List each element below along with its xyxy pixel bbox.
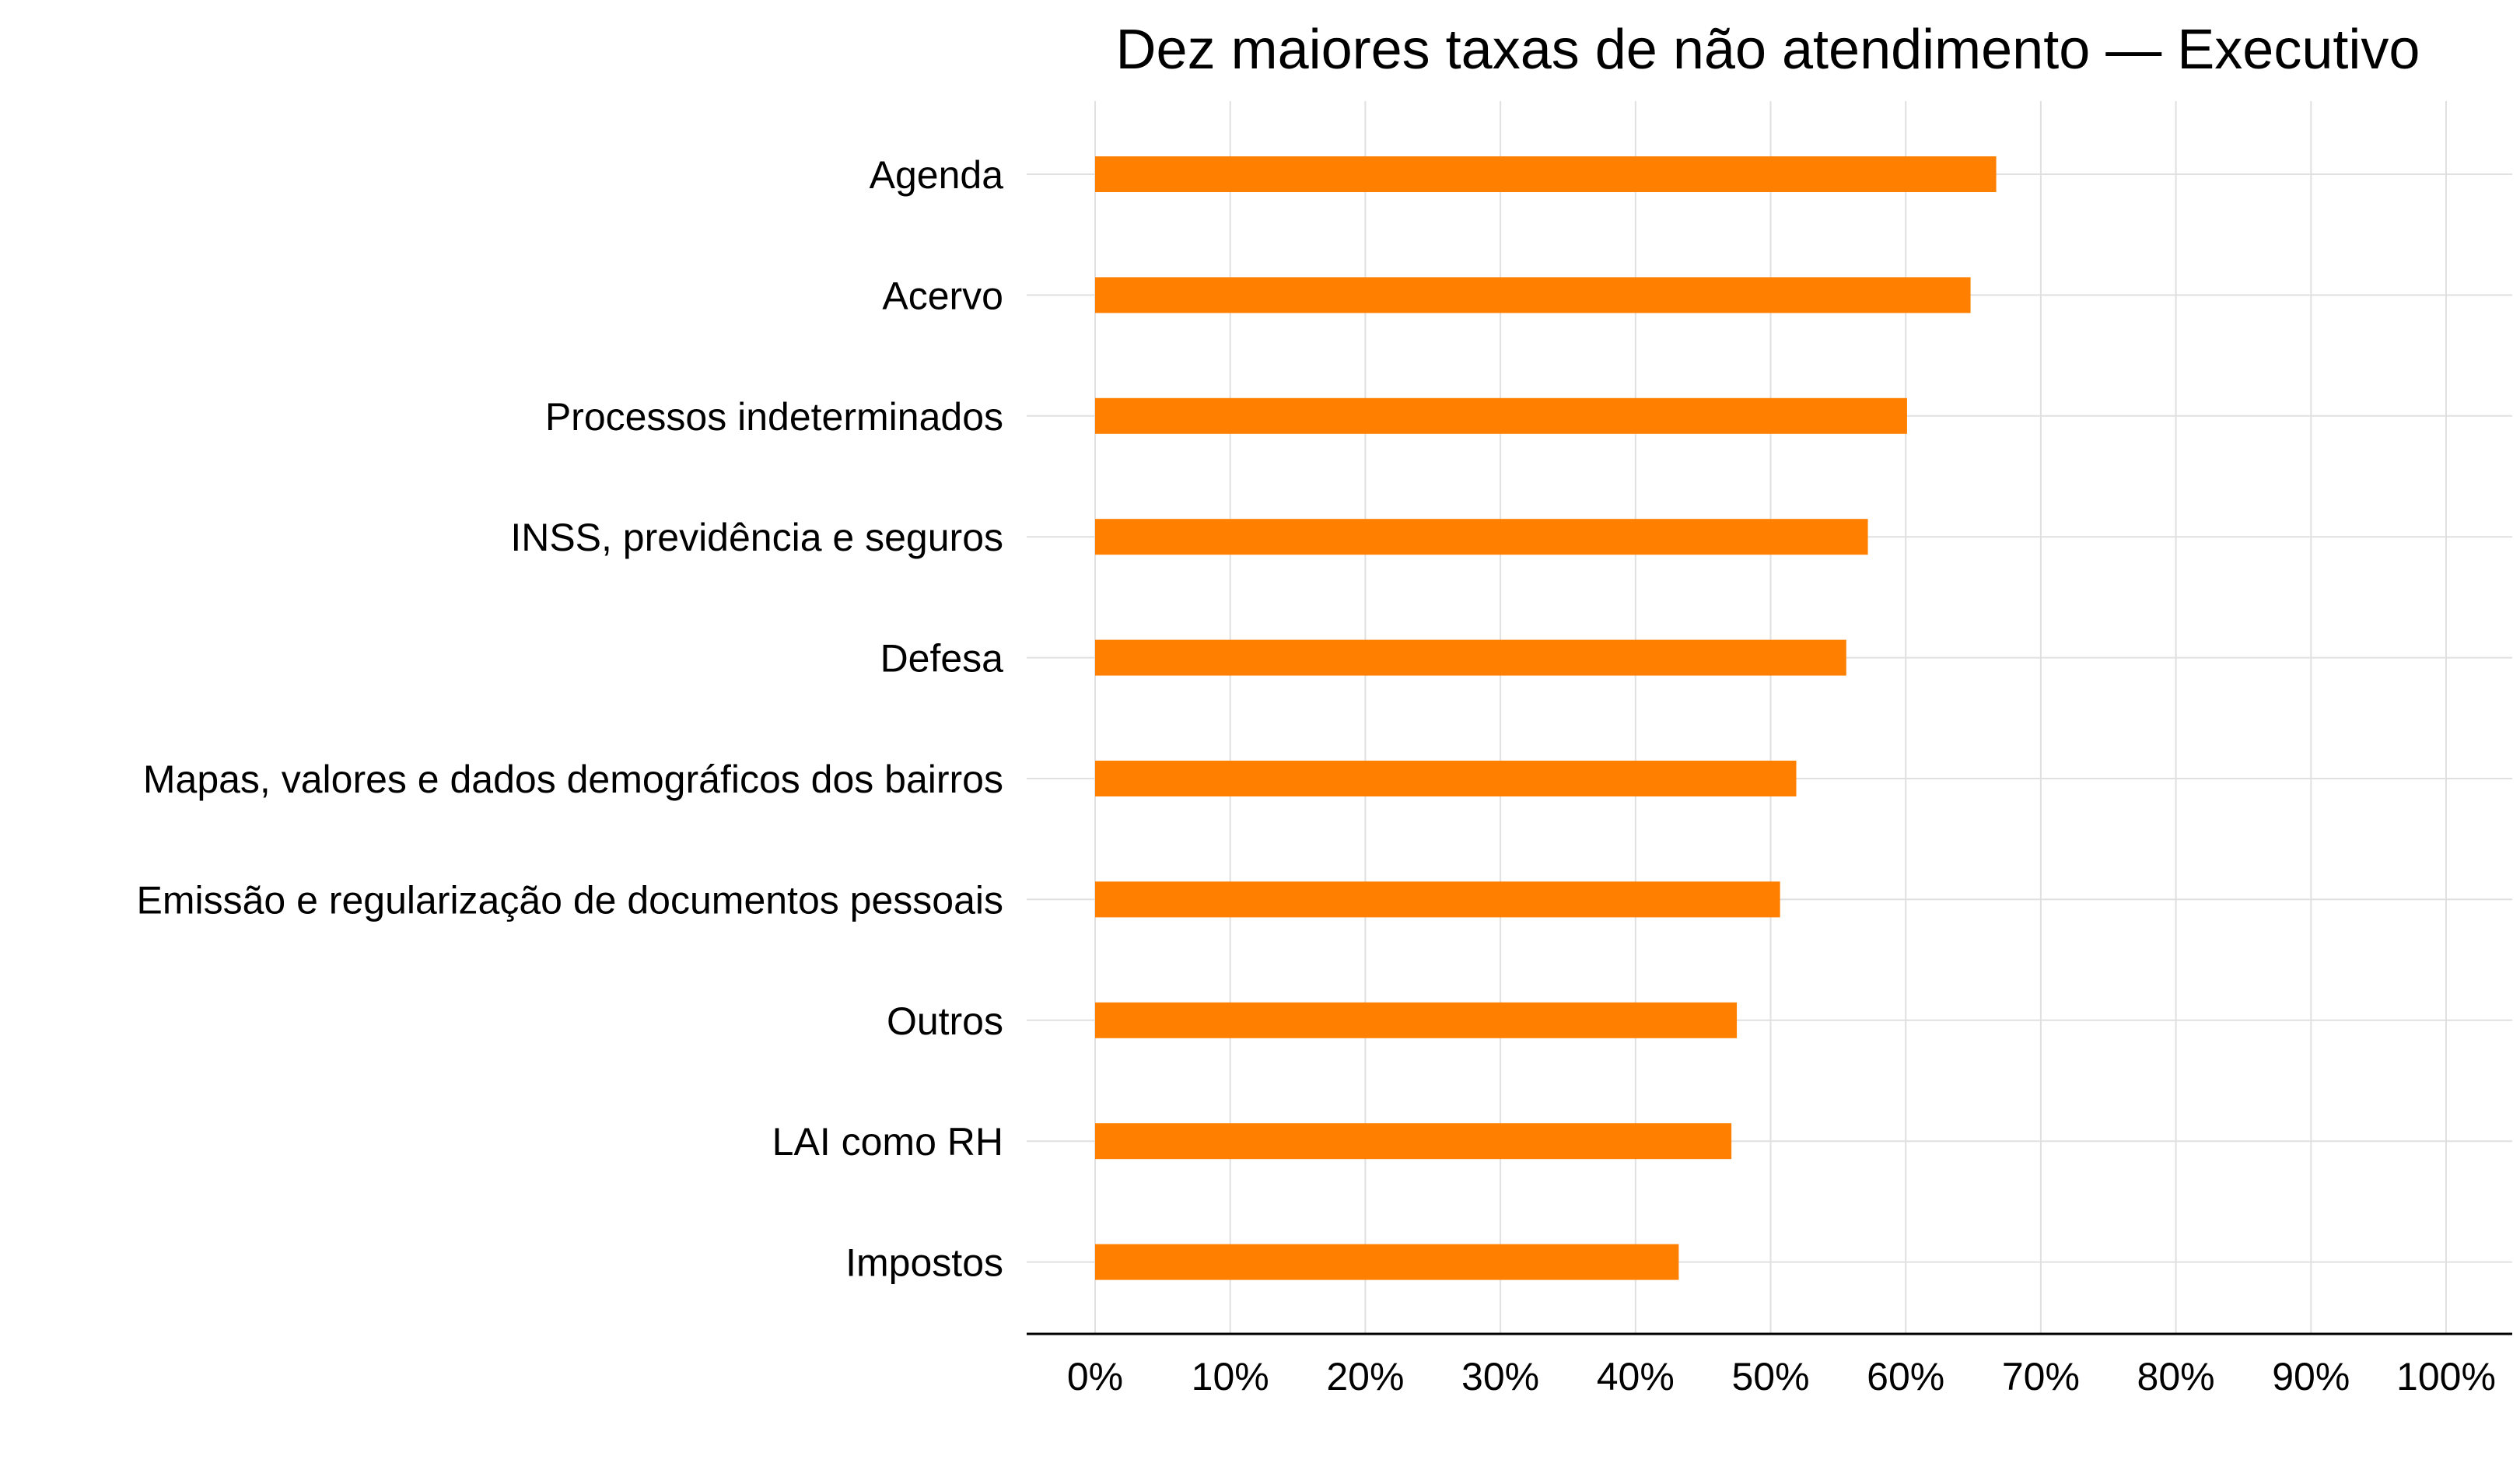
category-label: Outros [887, 999, 1003, 1043]
x-tick-label: 70% [2002, 1355, 2080, 1398]
category-label: Defesa [880, 637, 1004, 681]
bar [1095, 881, 1780, 918]
x-tick-label: 50% [1731, 1355, 1809, 1398]
bar [1095, 277, 1971, 313]
bar [1095, 639, 1846, 676]
bar [1095, 1123, 1732, 1160]
category-label: Acervo [882, 274, 1003, 317]
bar [1095, 1002, 1738, 1038]
x-tick-labels: 0% 10% 20% 30% 40% 50% 60% 70% 80% 90% 100% [1067, 1355, 2496, 1398]
x-tick-label: 90% [2272, 1355, 2350, 1398]
x-tick-label: 10% [1192, 1355, 1269, 1398]
bar [1095, 761, 1797, 796]
bar [1095, 156, 1997, 192]
x-tick-label: 80% [2137, 1355, 2215, 1398]
x-tick-label: 20% [1326, 1355, 1404, 1398]
x-tick-label: 60% [1867, 1355, 1944, 1398]
x-tick-label: 0% [1067, 1355, 1123, 1398]
bar [1095, 519, 1868, 555]
chart-title: Dez maiores taxas de não atendimento — E… [1116, 19, 2420, 81]
category-labels: Agenda Acervo Processos indeterminados INSS… [136, 153, 1003, 1285]
bars [1095, 156, 1997, 1280]
x-tick-label: 100% [2396, 1355, 2496, 1398]
category-label: Impostos [845, 1241, 1003, 1285]
category-label: INSS, previdência e seguros [510, 516, 1003, 559]
category-label: LAI como RH [772, 1120, 1003, 1164]
bar [1095, 1244, 1679, 1280]
category-label: Processos indeterminados [545, 395, 1003, 439]
x-tick-label: 40% [1597, 1355, 1675, 1398]
category-label: Mapas, valores e dados demográficos dos … [143, 758, 1003, 801]
category-label: Emissão e regularização de documentos pe… [136, 878, 1003, 922]
x-tick-label: 30% [1461, 1355, 1539, 1398]
category-label: Agenda [870, 153, 1004, 197]
bar [1095, 397, 1907, 434]
